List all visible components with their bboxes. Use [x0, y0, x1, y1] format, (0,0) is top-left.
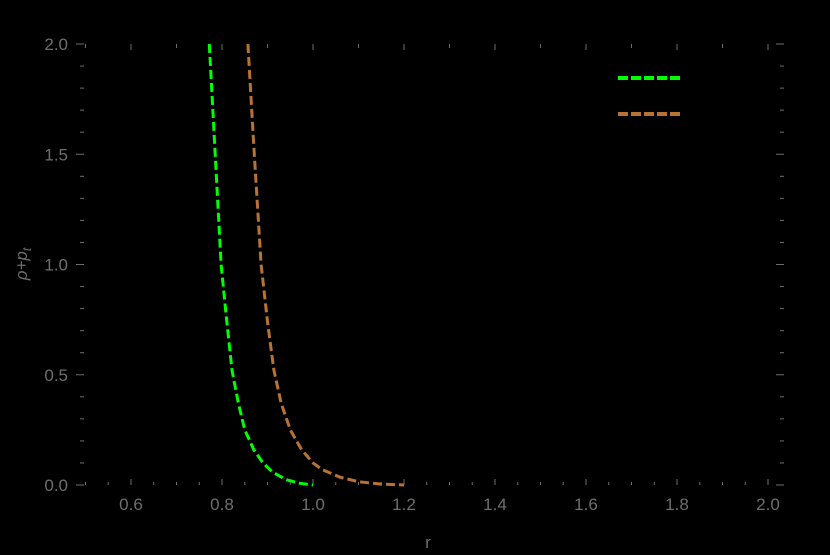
- x-tick-label: 2.0: [756, 495, 780, 514]
- x-tick-label: 0.6: [119, 495, 143, 514]
- y-tick-label: 1.0: [44, 256, 68, 275]
- plot-curves: [207, 43, 405, 487]
- x-tick-label: 0.8: [210, 495, 234, 514]
- axis-ticks: [76, 43, 784, 486]
- series-curve-2: [246, 43, 405, 487]
- x-axis-label: r: [425, 533, 431, 552]
- y-tick-label: 0.5: [44, 366, 68, 385]
- y-tick-labels: 0.0 0.5 1.0 1.5 2.0: [44, 35, 68, 495]
- x-tick-label: 1.4: [483, 495, 507, 514]
- y-tick-label: 2.0: [44, 35, 68, 54]
- y-tick-label: 1.5: [44, 145, 68, 164]
- x-tick-label: 1.2: [392, 495, 416, 514]
- x-tick-label: 1.6: [574, 495, 598, 514]
- y-axis-label: ρ+pt: [12, 247, 34, 281]
- legend: [618, 76, 681, 116]
- x-tick-labels: 0.6 0.8 1.0 1.2 1.4 1.6 1.8 2.0: [119, 495, 780, 514]
- y-tick-label: 0.0: [44, 476, 68, 495]
- x-tick-label: 1.0: [301, 495, 325, 514]
- x-tick-label: 1.8: [665, 495, 689, 514]
